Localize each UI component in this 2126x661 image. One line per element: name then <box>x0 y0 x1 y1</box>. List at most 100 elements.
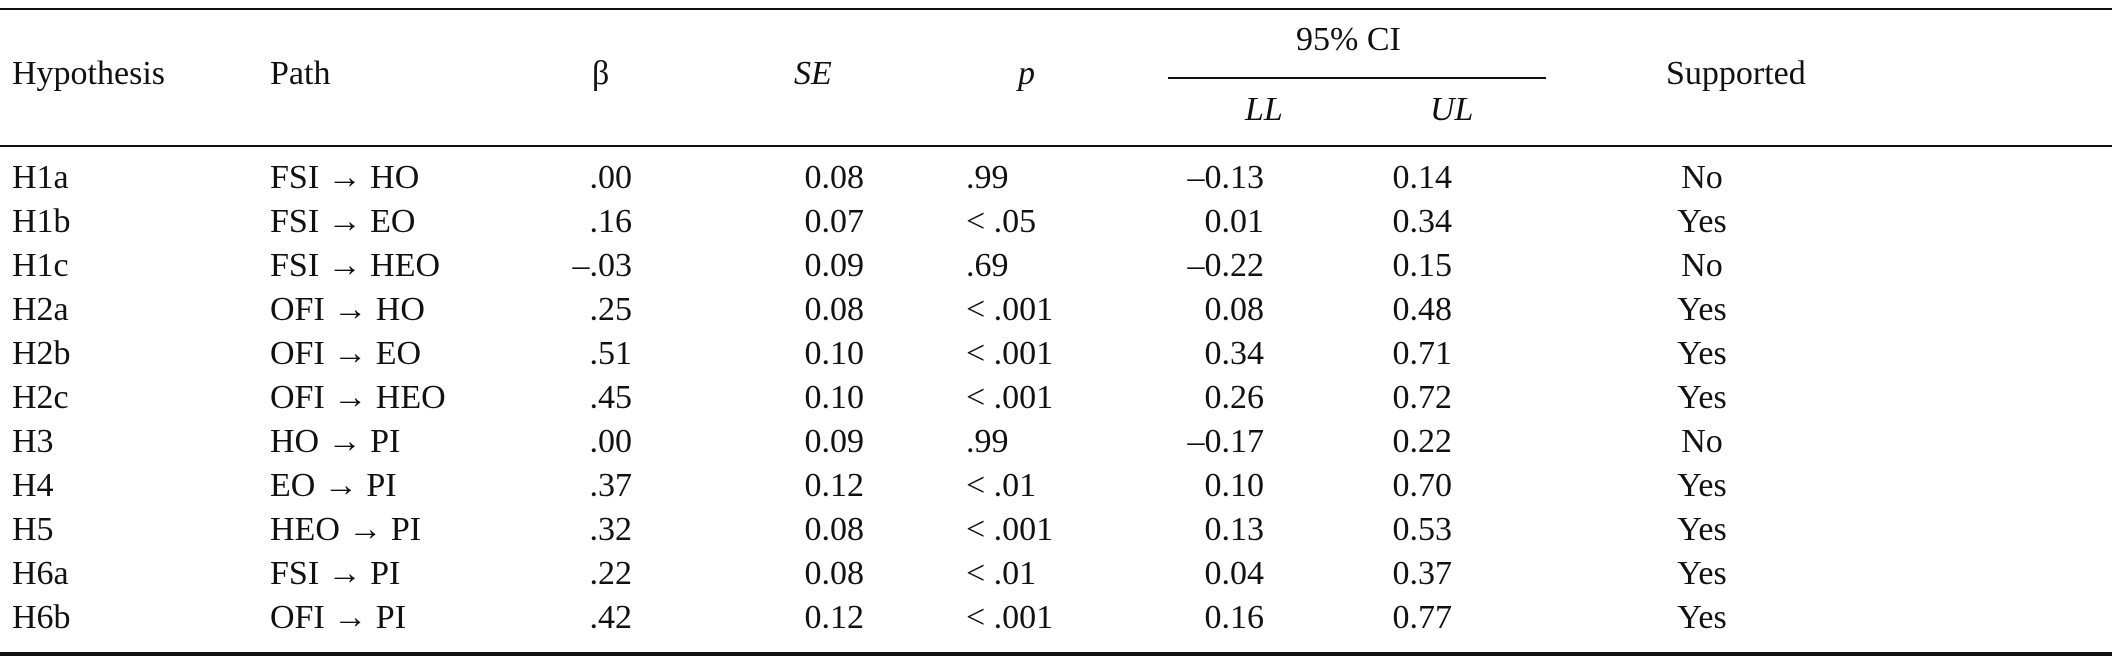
cell-hypothesis: H6b <box>12 599 71 636</box>
cell-beta: .37 <box>589 467 633 504</box>
header-ci: 95% CI <box>1296 21 1401 58</box>
cell-spacer <box>1264 552 1354 596</box>
table-top-rule <box>0 8 2112 10</box>
header-beta: β <box>592 55 610 92</box>
cell-path: EO → PI <box>270 467 397 504</box>
cell-spacer <box>864 464 966 508</box>
table-row: H2c OFI → HEO .45 0.10 < .001 0.26 0.72 Yes <box>0 376 2112 420</box>
cell-path: FSI → HEO <box>270 247 441 284</box>
cell-p: < .001 <box>966 599 1054 636</box>
cell-path: OFI → HO <box>270 291 425 328</box>
cell-hypothesis: H1a <box>12 159 69 196</box>
cell-ul: 0.22 <box>1392 423 1453 460</box>
cell-ll: –0.13 <box>1187 159 1265 196</box>
cell-ul: 0.71 <box>1392 335 1453 372</box>
header-se: SE <box>794 55 832 92</box>
cell-spacer <box>1452 200 1652 244</box>
cell-p: < .01 <box>966 555 1037 592</box>
cell-spacer <box>1452 376 1652 420</box>
table-body: H1a FSI → HO .00 0.08 .99 –0.13 0.14 No H1b FSI →… <box>0 156 2112 640</box>
table-row: H1a FSI → HO .00 0.08 .99 –0.13 0.14 No <box>0 156 2112 200</box>
cell-p: .69 <box>966 247 1009 284</box>
cell-beta: .45 <box>589 379 633 416</box>
cell-hypothesis: H2c <box>12 379 69 416</box>
cell-spacer <box>632 156 782 200</box>
cell-supported: Yes <box>1677 555 1727 592</box>
cell-path: OFI → HEO <box>270 379 446 416</box>
cell-spacer <box>632 420 782 464</box>
cell-spacer <box>632 508 782 552</box>
cell-p: < .001 <box>966 511 1054 548</box>
cell-ll: –0.17 <box>1187 423 1265 460</box>
cell-spacer <box>1752 156 2112 200</box>
cell-spacer <box>1264 464 1354 508</box>
cell-beta: .25 <box>589 291 633 328</box>
cell-spacer <box>1264 420 1354 464</box>
cell-path: HEO → PI <box>270 511 422 548</box>
cell-path: FSI → EO <box>270 203 416 240</box>
cell-p: < .001 <box>966 291 1054 328</box>
cell-spacer <box>864 200 966 244</box>
cell-supported: Yes <box>1677 291 1727 328</box>
cell-spacer <box>1752 332 2112 376</box>
cell-spacer <box>1752 244 2112 288</box>
cell-beta: .16 <box>589 203 633 240</box>
cell-se: 0.10 <box>804 379 865 416</box>
cell-ll: 0.16 <box>1204 599 1265 636</box>
cell-hypothesis: H2a <box>12 291 69 328</box>
cell-spacer <box>1264 244 1354 288</box>
cell-beta: .51 <box>589 335 633 372</box>
cell-supported: Yes <box>1677 379 1727 416</box>
cell-se: 0.09 <box>804 247 865 284</box>
cell-spacer <box>864 332 966 376</box>
cell-se: 0.12 <box>804 467 865 504</box>
cell-hypothesis: H5 <box>12 511 54 548</box>
cell-spacer <box>632 464 782 508</box>
table-row: H1b FSI → EO .16 0.07 < .05 0.01 0.34 Yes <box>0 200 2112 244</box>
cell-ll: –0.22 <box>1187 247 1265 284</box>
header-ul: UL <box>1430 91 1474 128</box>
cell-spacer <box>1264 332 1354 376</box>
table-row: H6a FSI → PI .22 0.08 < .01 0.04 0.37 Yes <box>0 552 2112 596</box>
cell-ll: 0.01 <box>1204 203 1265 240</box>
cell-supported: No <box>1681 423 1723 460</box>
cell-spacer <box>1452 332 1652 376</box>
cell-supported: No <box>1681 159 1723 196</box>
cell-spacer <box>864 156 966 200</box>
cell-path: FSI → HO <box>270 159 420 196</box>
table-row: H4 EO → PI .37 0.12 < .01 0.10 0.70 Yes <box>0 464 2112 508</box>
cell-se: 0.10 <box>804 335 865 372</box>
cell-se: 0.08 <box>804 555 865 592</box>
cell-spacer <box>632 288 782 332</box>
cell-spacer <box>1752 552 2112 596</box>
cell-spacer <box>1452 244 1652 288</box>
cell-ul: 0.77 <box>1392 599 1453 636</box>
cell-spacer <box>1752 464 2112 508</box>
cell-ll: 0.34 <box>1204 335 1265 372</box>
cell-spacer <box>1264 596 1354 640</box>
cell-spacer <box>632 200 782 244</box>
cell-ll: 0.13 <box>1204 511 1265 548</box>
cell-beta: .00 <box>589 159 633 196</box>
cell-spacer <box>1264 288 1354 332</box>
cell-spacer <box>1752 288 2112 332</box>
cell-p: .99 <box>966 159 1009 196</box>
ci-underline <box>1168 77 1546 79</box>
cell-spacer <box>1264 156 1354 200</box>
cell-se: 0.08 <box>804 511 865 548</box>
cell-spacer <box>1452 464 1652 508</box>
cell-p: < .001 <box>966 335 1054 372</box>
cell-spacer <box>864 420 966 464</box>
cell-supported: Yes <box>1677 599 1727 636</box>
header-p: p <box>1018 55 1035 92</box>
cell-hypothesis: H1b <box>12 203 71 240</box>
cell-supported: Yes <box>1677 203 1727 240</box>
cell-spacer <box>1264 376 1354 420</box>
cell-ul: 0.34 <box>1392 203 1453 240</box>
cell-ul: 0.72 <box>1392 379 1453 416</box>
cell-supported: Yes <box>1677 335 1727 372</box>
header-hypothesis: Hypothesis <box>12 55 165 92</box>
cell-ll: 0.08 <box>1204 291 1265 328</box>
cell-hypothesis: H3 <box>12 423 54 460</box>
